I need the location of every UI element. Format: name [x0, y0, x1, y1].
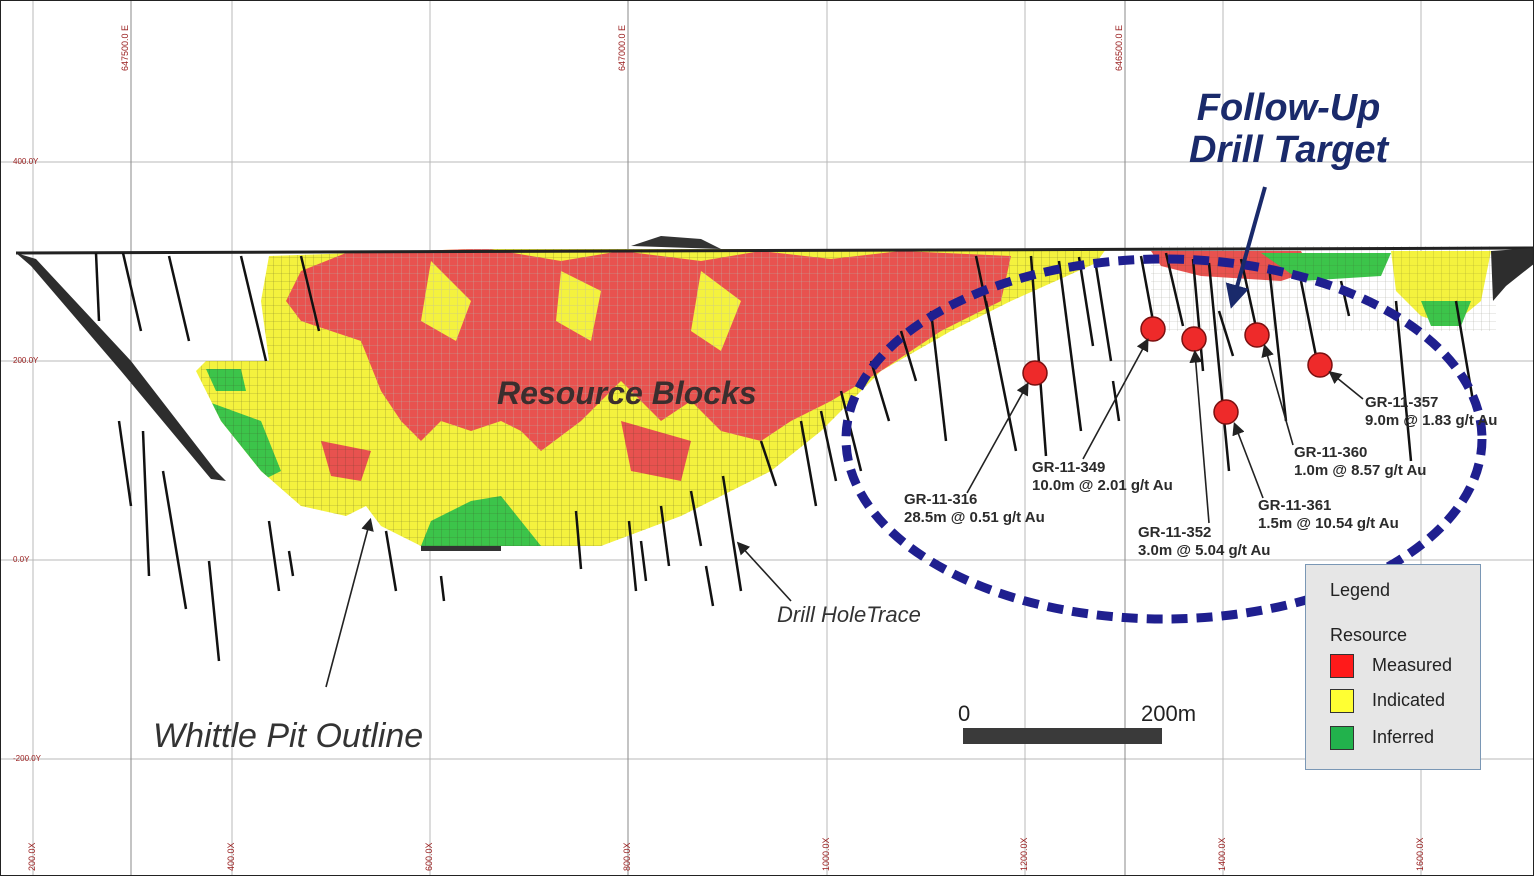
intercept-callout-316: GR-11-316 28.5m @ 0.51 g/t Au — [904, 491, 1045, 527]
intercept-dot-349 — [1140, 316, 1166, 342]
intercept-dots — [1022, 316, 1333, 425]
legend-swatch-inferred — [1330, 726, 1354, 750]
intercept-result: 10.0m @ 2.01 g/t Au — [1032, 477, 1173, 494]
intercept-hole: GR-11-352 — [1138, 524, 1212, 541]
grid-label-top: 647500.0 E — [120, 24, 130, 71]
legend-box: Legend Resource Measured Indicated Infer… — [1305, 564, 1481, 770]
intercept-dot-357 — [1307, 352, 1333, 378]
intercept-callout-357: GR-11-357 9.0m @ 1.83 g/t Au — [1365, 394, 1497, 430]
intercept-result: 3.0m @ 5.04 g/t Au — [1138, 542, 1271, 559]
intercept-result: 28.5m @ 0.51 g/t Au — [904, 509, 1045, 526]
legend-label: Indicated — [1372, 690, 1446, 710]
intercept-hole: GR-11-361 — [1258, 497, 1332, 514]
intercept-result: 1.5m @ 10.54 g/t Au — [1258, 515, 1399, 532]
intercept-hole: GR-11-357 — [1365, 394, 1439, 411]
intercept-result: 1.0m @ 8.57 g/t Au — [1294, 462, 1427, 479]
legend-label: Inferred — [1372, 727, 1435, 747]
drill-hole-traces — [94, 252, 1475, 662]
grid-label-left: 400.0Y — [13, 157, 39, 166]
grid-label-bottom: 1600.0X — [1415, 837, 1425, 871]
grid-label-left: -200.0Y — [13, 754, 42, 763]
grid-label-bottom: 600.0X — [424, 842, 434, 871]
intercept-result: 9.0m @ 1.83 g/t Au — [1365, 412, 1498, 429]
follow-up-title-line1: Follow-Up — [1196, 87, 1381, 129]
intercept-dot-360 — [1244, 322, 1270, 348]
grid-label-bottom: 1400.0X — [1217, 837, 1227, 871]
follow-up-target-ellipse — [841, 254, 1487, 624]
grid-label-bottom: 200.0X — [27, 842, 37, 871]
scale-bar — [963, 728, 1162, 744]
grid-label-left: 0.0Y — [13, 555, 30, 564]
legend-title: Legend — [1330, 580, 1391, 600]
intercept-callout-361: GR-11-361 1.5m @ 10.54 g/t Au — [1258, 497, 1399, 533]
resource-blocks-label: Resource Blocks — [497, 375, 757, 411]
leader-lines — [325, 338, 1364, 688]
legend-swatch-indicated — [1330, 689, 1354, 713]
scale-end-label: 200m — [1141, 701, 1197, 726]
legend-subtitle: Resource — [1330, 625, 1408, 645]
drill-trace-label: Drill HoleTrace — [777, 602, 921, 627]
grid-label-top: 647000.0 E — [617, 24, 627, 71]
legend-swatch-measured — [1330, 654, 1354, 678]
grid-label-left: 200.0Y — [13, 356, 39, 365]
intercept-dot-316 — [1022, 360, 1048, 386]
follow-up-arrow — [1225, 186, 1267, 309]
intercept-hole: GR-11-349 — [1032, 459, 1106, 476]
follow-up-title-line2: Drill Target — [1189, 129, 1389, 171]
grid-label-bottom: 1200.0X — [1019, 837, 1029, 871]
intercept-callout-349: GR-11-349 10.0m @ 2.01 g/t Au — [1032, 459, 1173, 495]
grid-label-top: 646500.0 E — [1114, 24, 1124, 71]
intercept-dot-352 — [1181, 326, 1207, 352]
intercept-dot-361 — [1213, 399, 1239, 425]
intercept-callout-360: GR-11-360 1.0m @ 8.57 g/t Au — [1294, 444, 1426, 480]
grid-label-bottom: 800.0X — [622, 842, 632, 871]
scale-start-label: 0 — [958, 701, 971, 726]
pit-outline — [15, 236, 1533, 551]
follow-up-title: Follow-Up Drill Target — [1189, 87, 1388, 171]
legend-label: Measured — [1372, 655, 1453, 675]
intercept-hole: GR-11-360 — [1294, 444, 1368, 461]
whittle-pit-label: Whittle Pit Outline — [153, 717, 424, 755]
grid-label-bottom: 1000.0X — [821, 837, 831, 871]
grid-label-bottom: 400.0X — [226, 842, 236, 871]
intercept-callout-352: GR-11-352 3.0m @ 5.04 g/t Au — [1138, 524, 1270, 560]
intercept-hole: GR-11-316 — [904, 491, 978, 508]
